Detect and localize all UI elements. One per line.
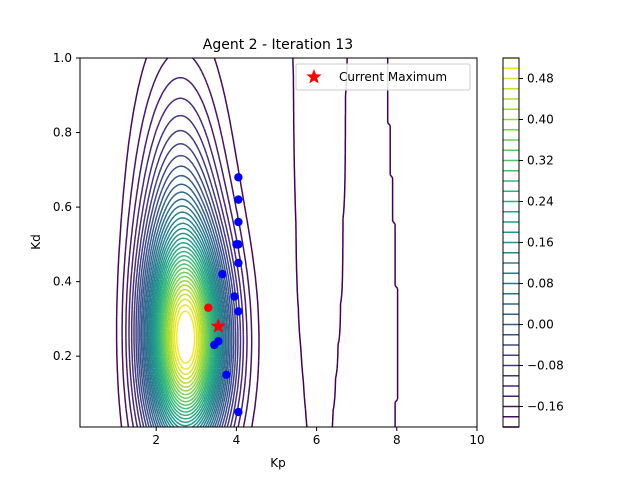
contour-level-line [163, 271, 208, 399]
sample-points [204, 173, 243, 417]
current-maximum-star [210, 318, 226, 333]
contour-level-line [160, 259, 212, 410]
x-tick-label: 4 [233, 433, 241, 447]
y-tick-label: 0.2 [53, 349, 72, 363]
contour-level-line [139, 165, 233, 427]
y-axis-label: Kd [29, 234, 43, 250]
contour-level-line [167, 284, 204, 388]
colorbar-tick-label: −0.16 [527, 400, 564, 414]
colorbar-tick-label: 0.32 [527, 154, 554, 168]
sample-point [230, 292, 239, 301]
contour-level-line [292, 58, 399, 427]
contour-level-line [149, 217, 223, 427]
colorbar-tick-label: 0.16 [527, 236, 554, 250]
y-tick-label: 1.0 [53, 51, 72, 65]
sample-point [234, 217, 243, 227]
contour-level-line [172, 298, 200, 376]
contour-level-line [175, 310, 196, 364]
legend-star-icon [306, 69, 322, 84]
y-tick-label: 0.8 [53, 126, 72, 140]
colorbar-tick-label: 0.00 [527, 318, 554, 332]
contour-lines [115, 58, 399, 427]
colorbar-level-lines [503, 57, 519, 428]
contour-level-line [162, 267, 209, 403]
sample-point [234, 307, 243, 316]
chart-title: Agent 2 - Iteration 13 [203, 37, 353, 53]
contour-level-line [146, 205, 225, 427]
sample-point [210, 340, 219, 350]
contour-level-line [164, 275, 207, 396]
colorbar: −0.16 −0.08 0.00 0.08 0.16 0.24 0.32 0.40 0.48 [502, 57, 564, 428]
x-tick-label: 10 [469, 433, 484, 447]
colorbar-tick-label: −0.08 [527, 359, 564, 373]
contour-level-line [143, 191, 228, 427]
x-axis-label: Kp [270, 456, 286, 470]
sample-point [234, 195, 243, 204]
sample-point [234, 240, 243, 249]
contour-level-line [151, 227, 220, 427]
x-tick-label: 8 [393, 433, 401, 447]
x-tick-label: 6 [313, 433, 321, 447]
x-tick-label: 2 [152, 433, 160, 447]
legend-box [295, 63, 471, 91]
colorbar-tick-label: 0.24 [527, 195, 554, 209]
colorbar-ticks: −0.16 −0.08 0.00 0.08 0.16 0.24 0.32 0.40 0.48 [519, 72, 564, 414]
contour-level-line [137, 154, 235, 427]
contour-level-line [168, 288, 203, 384]
sample-point [218, 269, 227, 279]
legend: Current Maximum [295, 63, 471, 91]
plot-area [79, 57, 478, 428]
y-axis-ticks: 0.2 0.4 0.6 0.8 1.0 [53, 51, 80, 363]
contour-level-line [145, 198, 227, 427]
sample-point [234, 407, 243, 417]
y-tick-label: 0.4 [53, 275, 72, 289]
contour-level-line [173, 304, 198, 370]
contour-level-line [125, 76, 248, 427]
x-axis-ticks: 2 4 6 8 10 [152, 427, 485, 447]
contour-level-line [170, 293, 201, 380]
contour-level-line [121, 58, 253, 427]
contour-level-line [152, 232, 219, 427]
sample-point [234, 258, 243, 268]
colorbar-tick-label: 0.40 [527, 113, 554, 127]
contour-level-line [150, 222, 221, 427]
contour-level-line [130, 114, 242, 427]
colorbar-tick-label: 0.48 [527, 72, 554, 86]
y-tick-label: 0.6 [53, 200, 72, 214]
latest-sample-point [204, 303, 213, 312]
sample-point [222, 370, 231, 380]
contour-level-line [166, 279, 206, 392]
plot-frame [79, 57, 478, 428]
sample-point [234, 173, 243, 182]
colorbar-tick-label: 0.08 [527, 277, 554, 291]
contour-level-line [135, 143, 237, 427]
contour-level-line [157, 250, 214, 417]
legend-label: Current Maximum [339, 70, 447, 84]
